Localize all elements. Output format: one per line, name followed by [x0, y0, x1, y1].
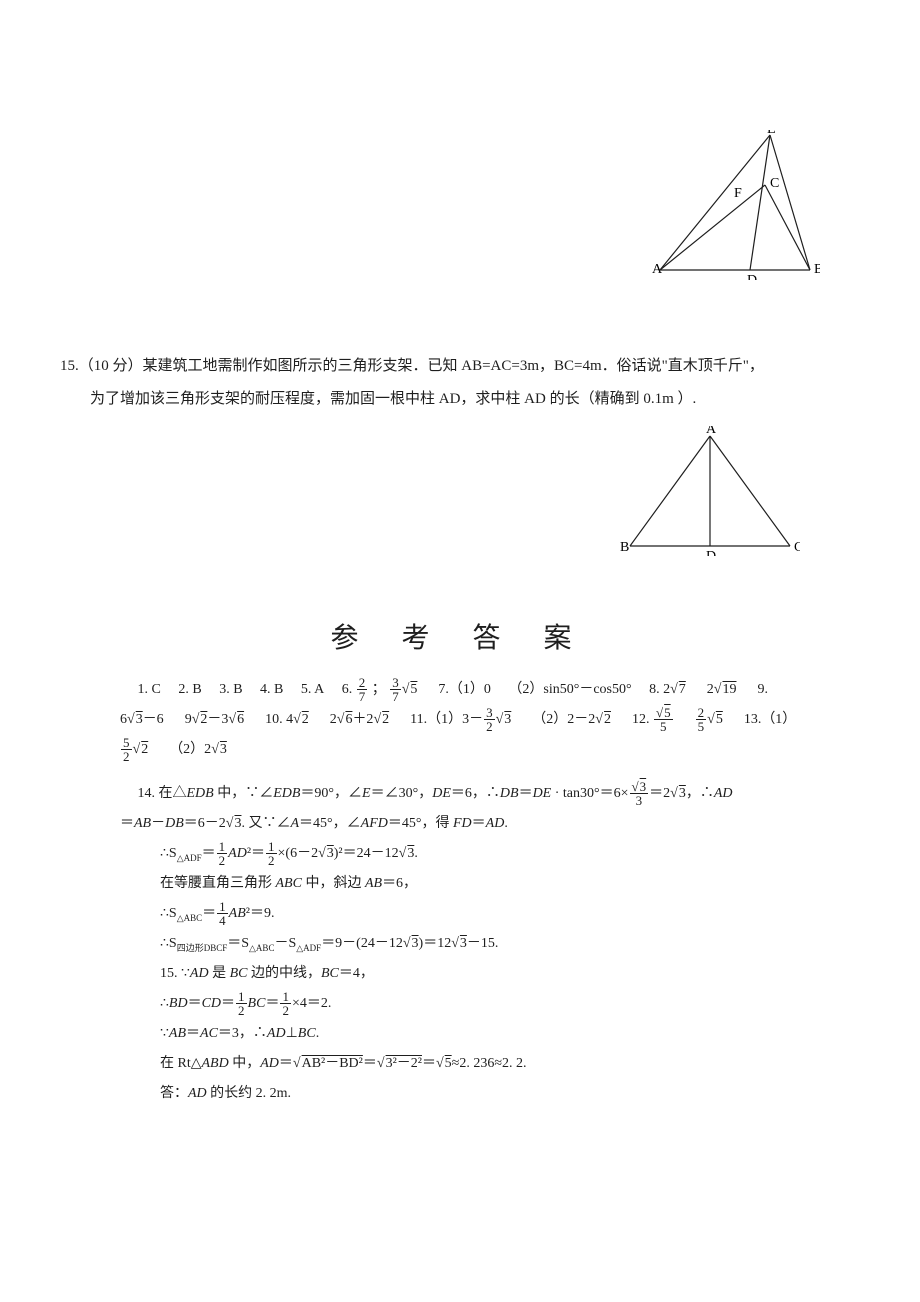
figure-top: A B C D E F [650, 130, 820, 280]
ans-7-2: （2）sin50°－cos50° [508, 682, 631, 697]
ans-10: 10. 4 [265, 712, 293, 727]
sol14-l3: ∴S△ADF＝12AD²＝12×(6－23)²＝24－123. [120, 840, 830, 868]
svg-text:A: A [706, 426, 717, 437]
ans-8a: 8. 2 [649, 682, 670, 697]
svg-text:F: F [734, 186, 742, 201]
sol14-l1: 14. 在△EDB 中，∵∠EDB＝90°，∠E＝∠30°，DE＝6，∴DB＝D… [120, 780, 830, 808]
sol14-l4: 在等腰直角三角形 ABC 中，斜边 AB＝6， [120, 870, 830, 898]
figure-q15: A B C D [620, 426, 800, 556]
ans-line-2: 63－6 92－36 10. 42 26＋22 11.（1）3－323 （2）2… [120, 706, 830, 734]
svg-text:C: C [794, 540, 800, 555]
ans-4: 4. B [260, 682, 283, 697]
sol14-l2: ＝AB－DB＝6－23. 又∵∠A＝45°，∠AFD＝45°，得 FD＝AD. [120, 810, 830, 838]
ans-12: 12. [632, 712, 650, 727]
svg-text:E: E [767, 130, 776, 137]
ans-8b: 2 [707, 682, 714, 697]
svg-text:D: D [706, 549, 716, 556]
ans-3: 3. B [219, 682, 242, 697]
ans-6: 6. [342, 682, 353, 697]
ans-13-1: 13.（1） [744, 712, 797, 727]
sol15-l3: ∵AB＝AC＝3，∴AD⊥BC. [120, 1020, 830, 1048]
ans-line-3: 522 （2）23 [120, 736, 830, 764]
svg-text:D: D [747, 273, 757, 280]
ans-5: 5. A [301, 682, 324, 697]
sol15-l1: 15. ∵AD 是 BC 边的中线，BC＝4， [120, 960, 830, 988]
svg-text:B: B [620, 540, 629, 555]
q15-line2: 为了增加该三角形支架的耐压程度，需加固一根中柱 AD，求中柱 AD 的长（精确到… [60, 383, 860, 416]
ans-9: 9. [757, 682, 768, 697]
ans-11-2: （2）2－2 [532, 712, 595, 727]
ans-7-1: 7.（1）0 [438, 682, 491, 697]
sol14-l6: ∴S四边形DBCF＝S△ABC－S△ADF＝9－(24－123)＝123－15. [120, 930, 830, 958]
sol14-l5: ∴S△ABC＝14AB²＝9. [120, 900, 830, 928]
ans-line-1: 1. C 2. B 3. B 4. B 5. A 6. 27 ； 375 7.（… [120, 676, 830, 704]
question-15: 15.（10 分）某建筑工地需制作如图所示的三角形支架．已知 AB=AC=3m，… [60, 350, 860, 556]
ans-2: 2. B [178, 682, 201, 697]
sol15-l5: 答：AD 的长约 2. 2m. [120, 1080, 830, 1108]
answers-block: 1. C 2. B 3. B 4. B 5. A 6. 27 ； 375 7.（… [60, 676, 860, 1108]
answers-title: 参 考 答 案 [60, 616, 860, 656]
svg-text:A: A [652, 262, 663, 277]
sol15-l4: 在 Rt△ABD 中，AD＝AB²－BD²＝3²－2²＝5≈2. 236≈2. … [120, 1050, 830, 1078]
q15-line1: 15.（10 分）某建筑工地需制作如图所示的三角形支架．已知 AB=AC=3m，… [60, 350, 860, 383]
ans-13-2: （2）2 [169, 742, 211, 757]
ans-11-1: 11.（1）3－ [410, 712, 483, 727]
svg-text:B: B [814, 262, 820, 277]
sol15-l2: ∴BD＝CD＝12BC＝12×4＝2. [120, 990, 830, 1018]
ans-1: 1. C [138, 682, 161, 697]
svg-text:C: C [770, 176, 779, 191]
